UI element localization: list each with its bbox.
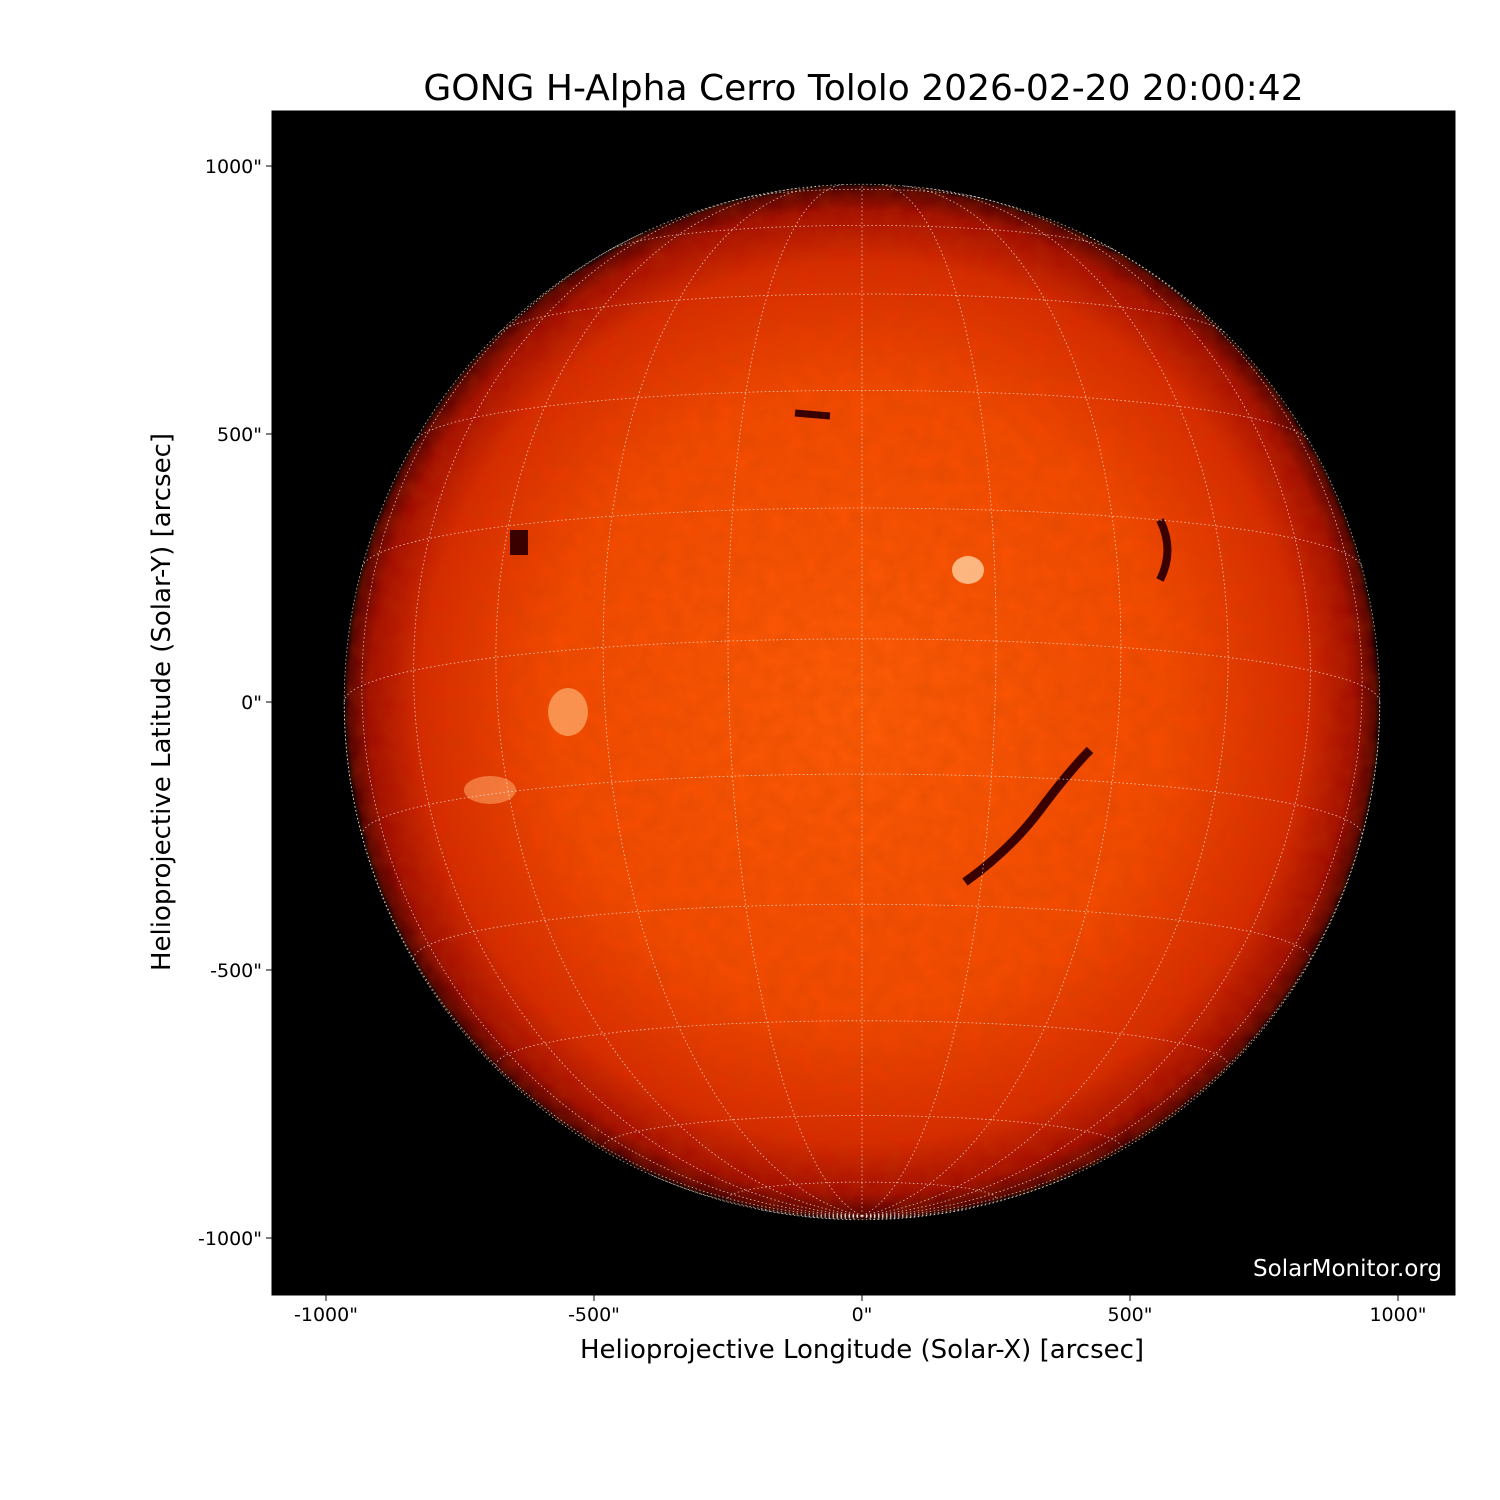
x-tick-label: 500" xyxy=(1107,1304,1152,1326)
axes-frame xyxy=(271,110,1456,1296)
x-tick-label: 0" xyxy=(852,1304,873,1326)
latitude-gridline xyxy=(609,225,1115,251)
longitude-gridline xyxy=(861,232,1363,1217)
longitude-gridline xyxy=(861,184,997,1217)
watermark: SolarMonitor.org xyxy=(1253,1256,1442,1282)
x-tick-label: -500" xyxy=(568,1304,620,1326)
plage xyxy=(548,688,588,736)
y-tick-label: -1000" xyxy=(198,1228,262,1250)
limb-circle xyxy=(343,183,1381,1221)
x-tick-label: -1000" xyxy=(294,1304,358,1326)
latitude-gridline xyxy=(495,1020,1229,1066)
longitude-gridline xyxy=(804,1215,863,1219)
latitude-gridline xyxy=(413,903,1311,960)
longitude-gridline xyxy=(727,184,863,1217)
longitude-gridline xyxy=(861,1215,879,1220)
longitude-gridline xyxy=(845,1215,863,1220)
latitude-gridline xyxy=(361,773,1363,835)
chart-title: GONG H-Alpha Cerro Tololo 2026-02-20 20:… xyxy=(423,68,1304,109)
filament xyxy=(510,530,528,555)
y-tick-label: 500" xyxy=(217,424,262,446)
latitude-gridline xyxy=(361,507,1363,568)
heliographic-grid xyxy=(343,183,1381,1221)
longitude-gridline xyxy=(861,1215,920,1219)
axes: -1000" -500" 0" 500" 1000" -1000" -500" 0" 500" 1… xyxy=(198,110,1456,1326)
plage xyxy=(952,556,984,584)
longitude-gridline xyxy=(495,187,863,1217)
longitude-gridline xyxy=(361,232,863,1217)
longitude-gridline xyxy=(861,187,1229,1217)
latitude-gridline xyxy=(727,1181,997,1199)
longitude-gridline xyxy=(761,1209,863,1218)
y-tick-label: -500" xyxy=(210,960,262,982)
x-tick-label: 1000" xyxy=(1369,1304,1426,1326)
filament xyxy=(794,409,831,420)
x-axis-label: Helioprojective Longitude (Solar-X) [arc… xyxy=(579,1335,1145,1365)
y-tick-label: 0" xyxy=(241,692,262,714)
solar-features xyxy=(464,409,1172,886)
plage xyxy=(464,776,516,804)
longitude-gridline xyxy=(650,1174,863,1217)
filament xyxy=(1156,518,1172,582)
filament xyxy=(962,746,1094,886)
y-tick-label: 1000" xyxy=(205,156,262,178)
longitude-gridline xyxy=(861,1174,1074,1217)
